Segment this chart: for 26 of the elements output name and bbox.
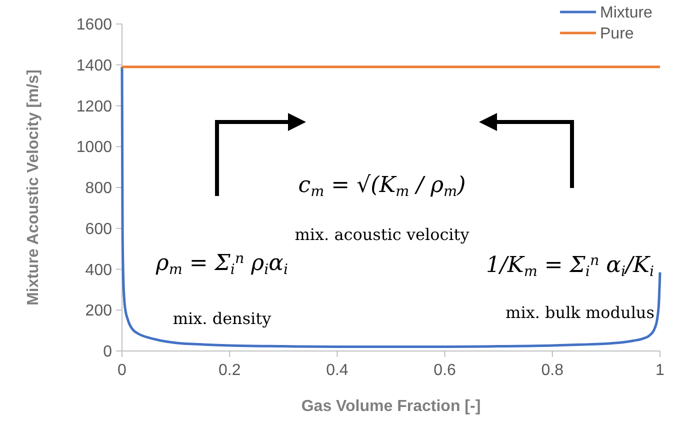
y-tick-label: 1400 bbox=[76, 57, 112, 74]
x-tick-label: 1 bbox=[656, 362, 665, 379]
annotation: mix. density bbox=[172, 309, 272, 328]
line-series bbox=[120, 66, 662, 348]
y-tick-label: 1200 bbox=[76, 98, 112, 116]
y-tick-label: 1000 bbox=[76, 139, 112, 156]
annotation: c$_{m}$ = √(K$_{m}$ / ρ$_{m}$) bbox=[298, 173, 466, 200]
x-axis-title: Gas Volume Fraction [-] bbox=[301, 398, 481, 415]
annotation: mix. bulk modulus bbox=[506, 303, 654, 322]
legend-label: Mixture bbox=[600, 4, 653, 22]
x-tick-label: 0.2 bbox=[218, 362, 241, 379]
x-tick-label: 0.4 bbox=[326, 362, 348, 379]
x-tick-label: 0.6 bbox=[434, 362, 456, 379]
y-tick-label: 400 bbox=[85, 262, 112, 279]
x-tick-label: 0.8 bbox=[541, 362, 564, 379]
y-tick-label: 600 bbox=[85, 220, 112, 238]
annotation: mix. acoustic velocity bbox=[294, 225, 470, 244]
text: ρ$_{m}$ = Σ$_{i}$$^{n}$ ρ$_{i}$α$_{i}$ bbox=[156, 251, 288, 278]
y-tick-label: 0 bbox=[103, 344, 112, 361]
x-tick-label: 0 bbox=[118, 362, 127, 379]
y-axis-title: Mixture Acoustic Velocity [m/s] bbox=[25, 70, 42, 306]
y-tick-label: 1600 bbox=[76, 16, 112, 34]
y-tick-label: 800 bbox=[85, 180, 112, 198]
legend-label: Pure bbox=[600, 26, 634, 43]
y-tick-label: 200 bbox=[85, 302, 112, 320]
text: 1/K$_{m}$ = Σ$_{i}$$^{n}$ α$_{i}$/K$_{i}$ bbox=[486, 253, 654, 280]
